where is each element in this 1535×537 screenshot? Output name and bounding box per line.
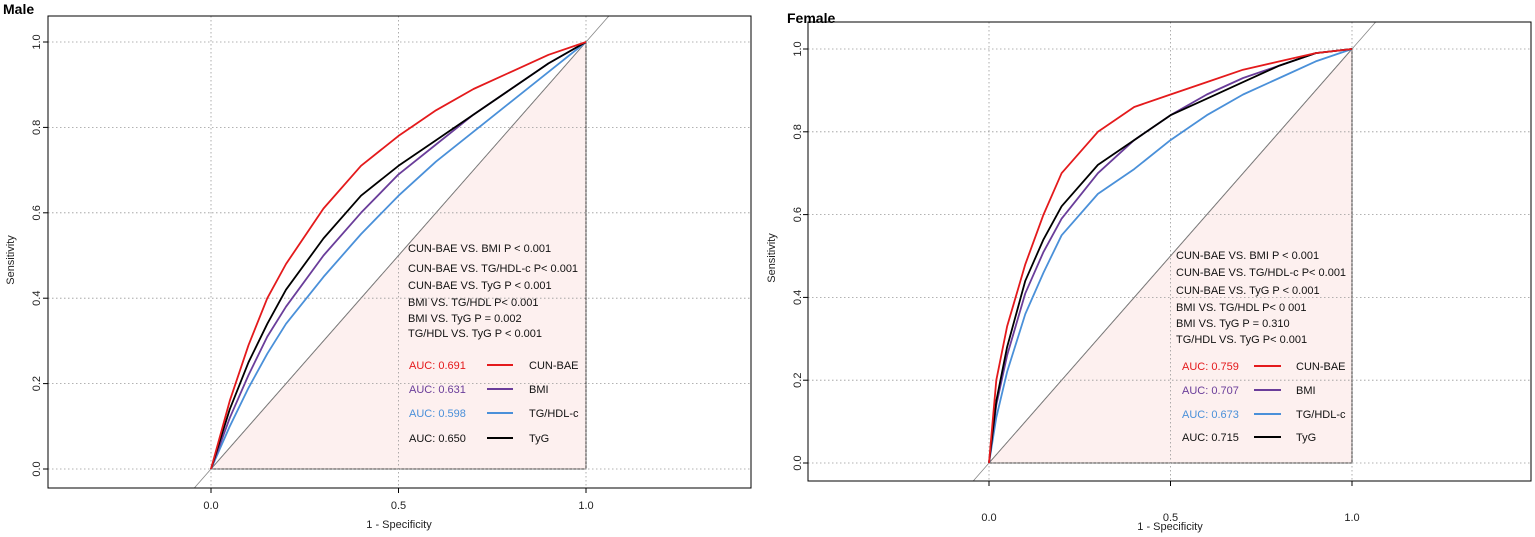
y-tick-label: 0.0	[792, 455, 804, 470]
legend-series-name: TG/HDL-c	[1296, 409, 1346, 421]
y-tick-label: 0.2	[31, 376, 43, 391]
legend-series-name: TyG	[1296, 432, 1316, 444]
legend-auc-label: AUC: 0.707	[1182, 385, 1239, 397]
y-tick-label: 0.4	[31, 291, 43, 306]
roc-curve-tyg	[988, 48, 1353, 464]
legend-auc-label: AUC: 0.650	[409, 433, 466, 445]
y-tick-label: 0.4	[792, 290, 804, 305]
x-axis-label: 1 - Specificity	[366, 519, 432, 531]
y-tick-label: 0.8	[31, 120, 43, 135]
y-axis-label: Sensitivity	[766, 233, 778, 283]
legend-auc-label: AUC: 0.691	[409, 360, 466, 372]
p-value-annotation: CUN-BAE VS. BMI P < 0.001	[408, 243, 551, 255]
legend-series-name: CUN-BAE	[1296, 361, 1346, 373]
y-tick-label: 1.0	[31, 34, 43, 49]
x-tick-label: 0.0	[203, 500, 218, 512]
legend-series-name: TG/HDL-c	[529, 408, 579, 420]
x-tick-label: 1.0	[578, 500, 593, 512]
legend-series-name: TyG	[529, 433, 549, 445]
legend-auc-label: AUC: 0.673	[1182, 409, 1239, 421]
x-tick-label: 0.5	[1163, 512, 1178, 524]
legend-series-name: CUN-BAE	[529, 360, 579, 372]
y-tick-label: 0.2	[792, 373, 804, 388]
legend-auc-label: AUC: 0.631	[409, 384, 466, 396]
x-tick-label: 0.5	[391, 500, 406, 512]
reference-diagonal	[193, 16, 610, 488]
x-tick-label: 0.0	[981, 512, 996, 524]
roc-curve-tg-hdl-c	[210, 41, 587, 470]
reference-diagonal	[972, 22, 1377, 481]
p-value-annotation: CUN-BAE VS. TyG P < 0.001	[408, 280, 552, 292]
p-value-annotation: BMI VS. TyG P = 0.310	[1176, 318, 1290, 330]
y-tick-label: 0.6	[792, 207, 804, 222]
chart-title: Male	[3, 1, 34, 17]
plot-frame	[47, 15, 752, 489]
roc-curve-tg-hdl-c	[988, 48, 1353, 464]
p-value-annotation: BMI VS. TG/HDL P< 0.001	[408, 297, 539, 309]
p-value-annotation: CUN-BAE VS. TG/HDL-c P< 0.001	[1176, 267, 1346, 279]
y-tick-label: 0.6	[31, 205, 43, 220]
legend-auc-label: AUC: 0.759	[1182, 361, 1239, 373]
y-tick-label: 0.8	[792, 124, 804, 139]
x-tick-label: 1.0	[1344, 512, 1359, 524]
legend-series-name: BMI	[529, 384, 549, 396]
panel-male: Male Sensitivity 1 - Specificity 0.0 0.5 1…	[3, 1, 752, 531]
panel-female: Female Sensitivity 1 - Specificity 0.0 0.…	[766, 10, 1532, 533]
p-value-annotation: CUN-BAE VS. BMI P < 0.001	[1176, 250, 1319, 262]
roc-curve-cun-bae	[210, 41, 587, 470]
roc-curve-tyg	[210, 41, 587, 470]
legend-auc-label: AUC: 0.715	[1182, 432, 1239, 444]
p-value-annotation: BMI VS. TG/HDL P< 0 001	[1176, 302, 1307, 314]
chart-title: Female	[787, 10, 835, 26]
legend-auc-label: AUC: 0.598	[409, 408, 466, 420]
p-value-annotation: TG/HDL VS. TyG P < 0.001	[408, 328, 542, 340]
y-axis-label: Sensitivity	[5, 235, 17, 285]
p-value-annotation: CUN-BAE VS. TyG P < 0.001	[1176, 285, 1320, 297]
y-tick-label: 0.0	[31, 461, 43, 476]
p-value-annotation: BMI VS. TyG P = 0.002	[408, 313, 522, 325]
p-value-annotation: CUN-BAE VS. TG/HDL-c P< 0.001	[408, 263, 578, 275]
roc-curve-cun-bae	[988, 48, 1353, 464]
x-axis-label: 1 - Specificity	[1137, 521, 1203, 533]
plot-frame	[807, 21, 1532, 482]
legend-series-name: BMI	[1296, 385, 1316, 397]
y-tick-label: 1.0	[792, 41, 804, 56]
p-value-annotation: TG/HDL VS. TyG P< 0.001	[1176, 334, 1307, 346]
